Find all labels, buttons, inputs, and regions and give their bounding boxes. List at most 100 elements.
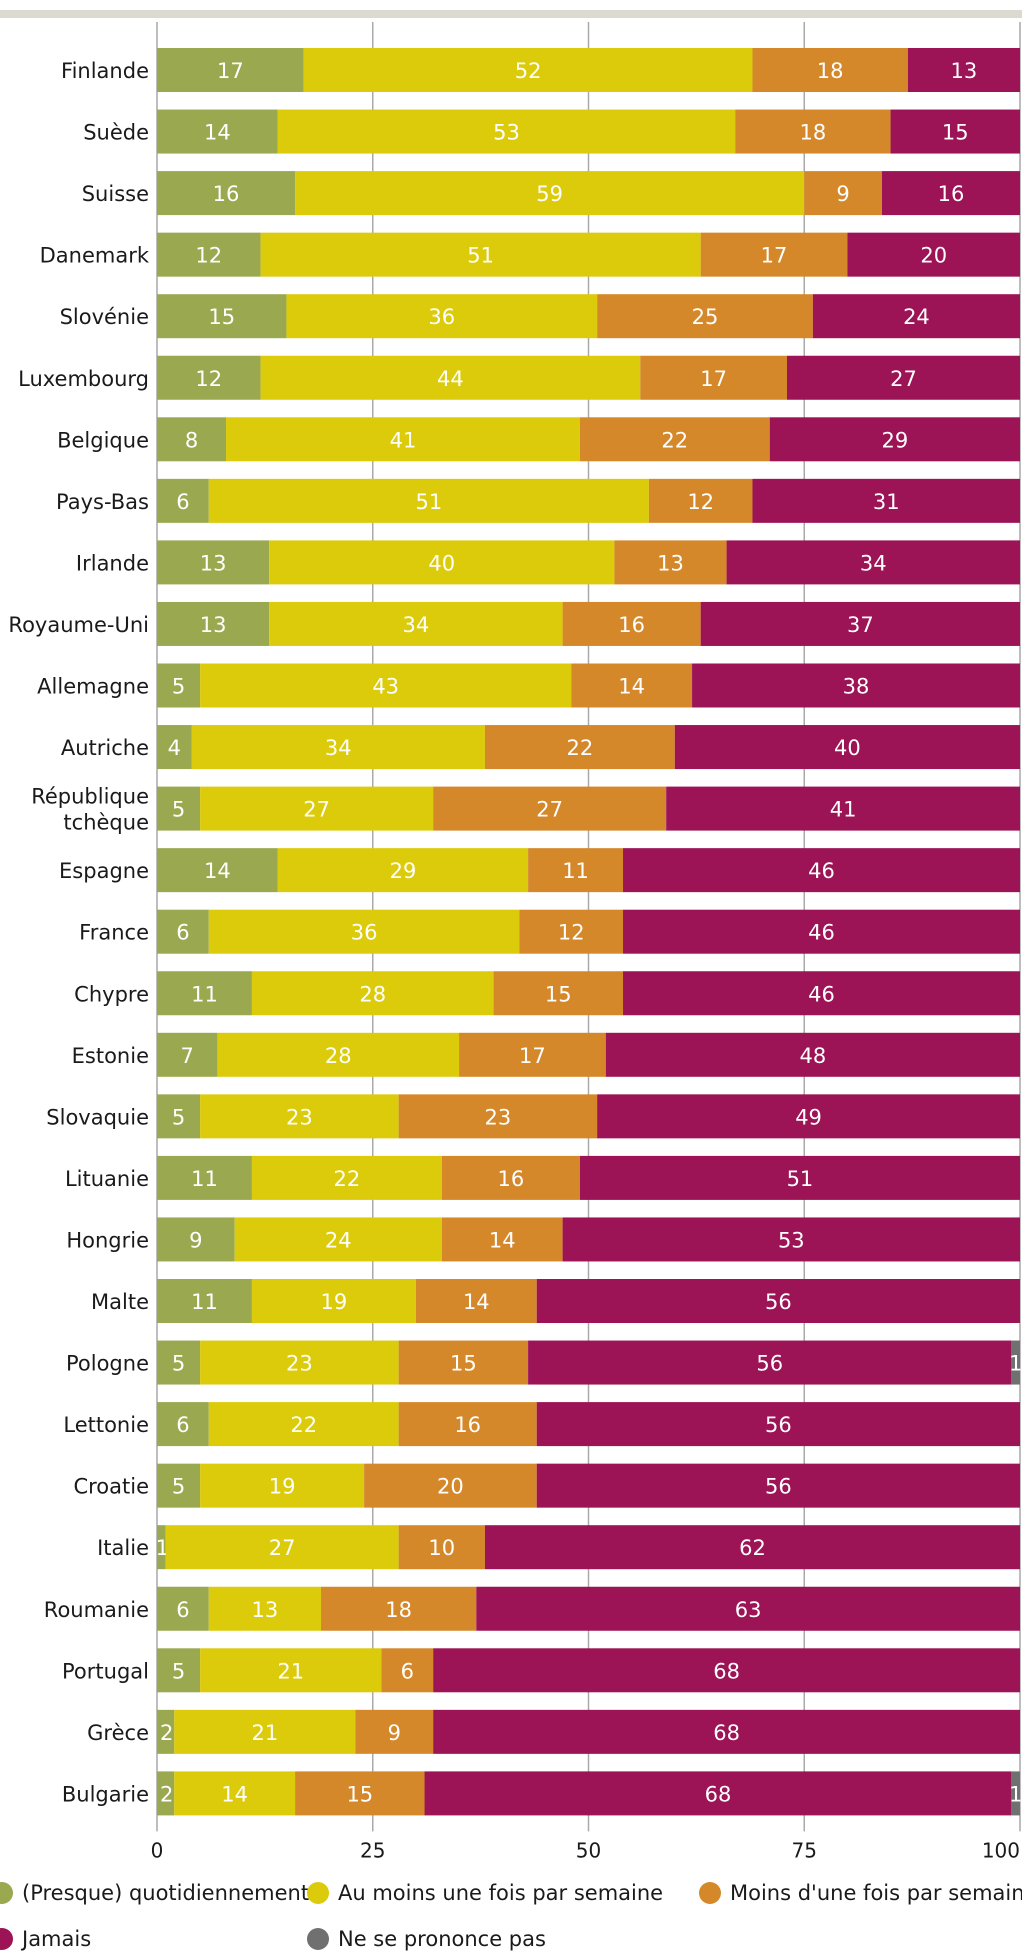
bar-segment — [700, 601, 1020, 646]
bar-segment — [484, 725, 675, 770]
bar-segment — [415, 1279, 537, 1323]
bar-segment — [735, 109, 891, 154]
bar-segment — [260, 355, 641, 400]
bar-segment — [157, 1771, 175, 1816]
bar-value-label: 29 — [390, 859, 417, 883]
bar-segment — [269, 540, 615, 585]
legend-label: Jamais — [20, 1927, 91, 1951]
bar-segment — [640, 355, 787, 400]
bar-segment — [398, 1402, 537, 1447]
bar-segment — [648, 478, 753, 523]
bar-value-label: 48 — [800, 1044, 827, 1068]
bar-value-label: 9 — [836, 182, 849, 206]
bar-value-label: 13 — [200, 613, 227, 637]
bar-value-label: 16 — [618, 613, 645, 637]
category-label: Espagne — [59, 859, 149, 883]
x-tick-label: 100 — [982, 1838, 1020, 1862]
bar-value-label: 27 — [536, 798, 563, 822]
bar-segment — [700, 232, 848, 277]
bar-segment — [536, 1279, 1020, 1323]
category-label: Pays-Bas — [56, 490, 149, 514]
bar-value-label: 31 — [873, 490, 900, 514]
bar-value-label: 29 — [881, 428, 908, 452]
bar-value-label: 68 — [713, 1659, 740, 1683]
bar-value-label: 17 — [700, 367, 727, 391]
legend-swatch — [699, 1882, 721, 1904]
bar-value-label: 16 — [938, 182, 965, 206]
bar-value-label: 43 — [372, 675, 399, 699]
bar-segment — [847, 232, 1020, 277]
category-label: Bulgarie — [62, 1782, 149, 1806]
bar-segment — [907, 48, 1020, 92]
bar-segment — [157, 540, 270, 585]
legend-label: Au moins une fois par semaine — [338, 1881, 663, 1905]
legend-swatch — [0, 1882, 13, 1904]
bar-value-label: 5 — [172, 1659, 185, 1683]
bar-segment — [226, 417, 580, 462]
bar-segment — [519, 909, 624, 954]
category-label: Portugal — [62, 1659, 149, 1683]
bar-value-label: 11 — [191, 982, 218, 1006]
category-label: Royaume-Uni — [8, 613, 149, 637]
bar-segment — [476, 1586, 1020, 1631]
bar-value-label: 24 — [903, 305, 930, 329]
bar-segment — [200, 663, 572, 708]
bar-value-label: 11 — [562, 859, 589, 883]
bar-segment — [433, 786, 667, 831]
bar-value-label: 22 — [567, 736, 594, 760]
bar-value-label: 12 — [195, 244, 222, 268]
category-label: Suède — [83, 121, 149, 145]
bar-value-label: 27 — [269, 1536, 296, 1560]
bar-value-label: 22 — [290, 1413, 317, 1437]
category-label: Slovénie — [60, 305, 149, 329]
category-label: Croatie — [73, 1475, 149, 1499]
legend-label: Moins d'une fois par semaine — [730, 1881, 1022, 1905]
bar-segment — [528, 848, 624, 893]
bar-value-label: 19 — [269, 1475, 296, 1499]
bar-value-label: 6 — [401, 1659, 414, 1683]
bar-segment — [157, 971, 252, 1016]
bar-segment — [251, 971, 494, 1016]
bar-segment — [493, 971, 624, 1016]
bar-value-label: 9 — [189, 1228, 202, 1252]
bar-value-label: 19 — [321, 1290, 348, 1314]
bar-segment — [364, 1463, 537, 1508]
bar-value-label: 23 — [485, 1105, 512, 1129]
category-label: Finlande — [61, 59, 149, 83]
category-label: Allemagne — [37, 675, 149, 699]
category-label: République — [31, 785, 149, 809]
bar-segment — [381, 1648, 434, 1693]
bar-segment — [157, 1094, 201, 1139]
bar-value-label: 41 — [830, 798, 857, 822]
bar-segment — [200, 786, 434, 831]
bar-value-label: 63 — [735, 1598, 762, 1622]
bar-value-label: 6 — [176, 490, 189, 514]
bar-segment — [157, 1402, 209, 1447]
bar-value-label: 40 — [428, 551, 455, 575]
bar-segment — [562, 601, 701, 646]
bar-value-label: 10 — [428, 1536, 455, 1560]
bar-value-label: 34 — [325, 736, 352, 760]
bar-value-label: 15 — [942, 121, 969, 145]
bar-segment — [398, 1525, 485, 1570]
bar-segment — [536, 1402, 1020, 1447]
bar-value-label: 5 — [172, 1475, 185, 1499]
bar-value-label: 14 — [463, 1290, 490, 1314]
bar-segment — [433, 1648, 1020, 1693]
bar-value-label: 15 — [346, 1782, 373, 1806]
x-tick-label: 75 — [792, 1838, 817, 1862]
bar-segment — [157, 1340, 201, 1385]
bar-segment — [571, 663, 693, 708]
bar-segment — [605, 1032, 1020, 1077]
category-label: Chypre — [74, 982, 149, 1006]
bar-segment — [157, 1463, 201, 1508]
top-rule — [0, 10, 1022, 18]
x-tick-label: 25 — [360, 1838, 385, 1862]
bar-segment — [286, 294, 598, 339]
category-label: Roumanie — [44, 1598, 149, 1622]
bar-value-label: 15 — [545, 982, 572, 1006]
x-tick-label: 50 — [576, 1838, 601, 1862]
bar-value-label: 12 — [195, 367, 222, 391]
bar-segment — [191, 725, 485, 770]
